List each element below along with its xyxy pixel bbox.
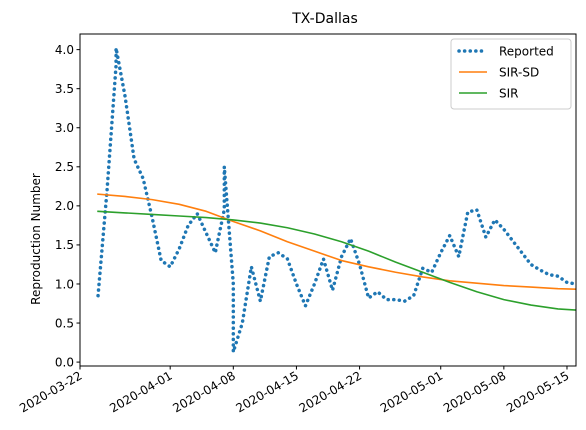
chart-title: TX-Dallas <box>291 11 358 27</box>
y-tick-label: 2.0 <box>55 199 74 213</box>
legend-box <box>450 38 572 110</box>
y-tick-label: 0.5 <box>55 316 74 330</box>
legend-label: SIR <box>499 86 519 100</box>
plot-area <box>96 46 576 354</box>
legend-label: Reported <box>499 44 554 58</box>
y-tick-label: 1.0 <box>55 277 74 291</box>
legend-label: SIR-SD <box>499 65 539 79</box>
series-line-reported <box>96 46 576 354</box>
y-axis-label: Reproduction Number <box>29 173 43 305</box>
series-line-sir <box>97 210 576 311</box>
legend: Reported SIR-SD SIR <box>450 38 572 110</box>
y-tick-label: 2.5 <box>55 160 74 174</box>
y-tick-label: 3.0 <box>55 121 74 135</box>
series-line-sir-sd <box>97 193 576 290</box>
plot-frame <box>79 33 577 367</box>
y-tick-label: 3.5 <box>55 82 74 96</box>
y-tick-label: 1.5 <box>55 238 74 252</box>
y-tick-label: 4.0 <box>55 43 74 57</box>
y-tick-label: 0.0 <box>55 355 74 369</box>
